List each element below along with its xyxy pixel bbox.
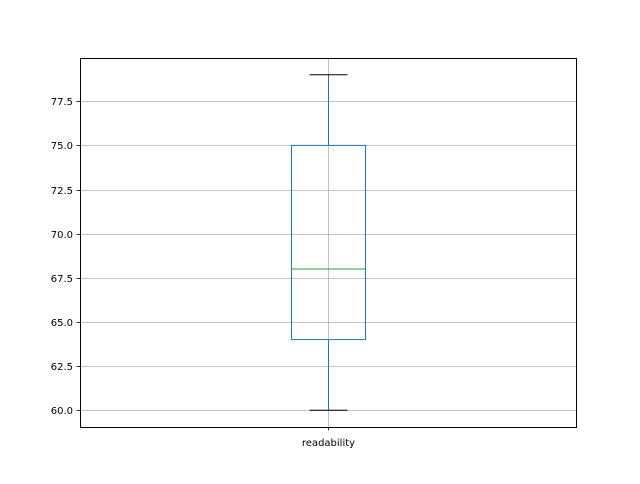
boxes — [291, 74, 366, 411]
y-tick-label: 72.5 — [51, 186, 73, 197]
y-tick-label: 60.0 — [51, 406, 73, 417]
y-axis: 60.0 62.5 65.0 67.5 70.0 72.5 75.0 77.5 — [51, 97, 80, 417]
y-tick-label: 77.5 — [51, 97, 73, 108]
y-tick-label: 65.0 — [51, 318, 73, 329]
y-tick-label: 62.5 — [51, 362, 73, 373]
x-axis: readability — [302, 427, 355, 449]
grid-lines — [80, 58, 576, 427]
y-tick-label: 75.0 — [51, 141, 73, 152]
y-tick-label: 70.0 — [51, 230, 73, 241]
box-iqr — [291, 144, 366, 341]
x-tick-label: readability — [302, 438, 355, 449]
y-tick-label: 67.5 — [51, 274, 73, 285]
